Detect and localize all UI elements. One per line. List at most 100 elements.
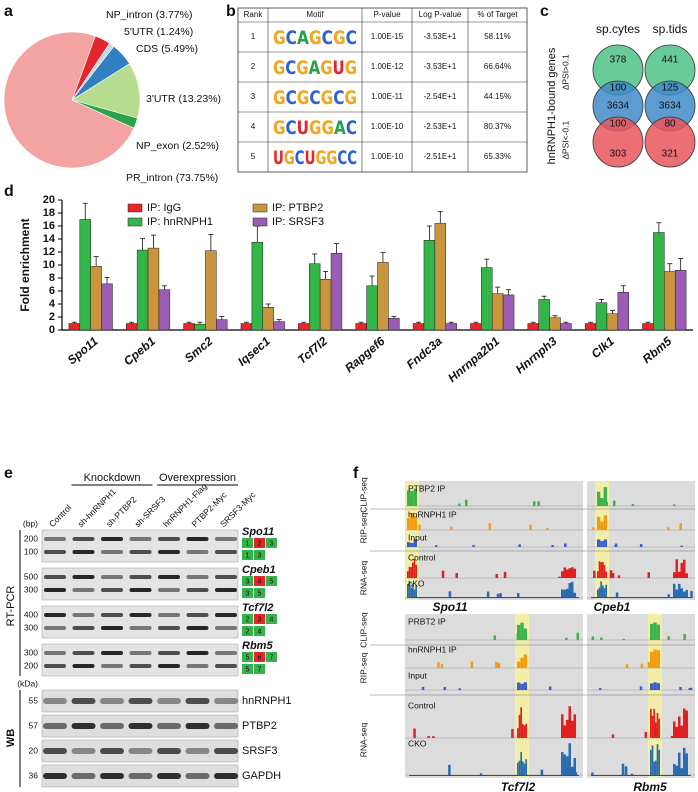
track-peak — [603, 588, 606, 598]
legend-label: IP: IgG — [147, 202, 181, 214]
gel-band — [101, 626, 123, 630]
wb-label: WB — [5, 729, 17, 747]
bar — [388, 318, 400, 331]
gene-label: Rbm5 — [242, 640, 273, 652]
pie-category: 3'UTR — [146, 93, 176, 105]
motif-letter: U — [297, 117, 309, 139]
bar — [158, 289, 171, 331]
motif-letter: G — [273, 87, 286, 109]
track-peak — [603, 487, 607, 506]
venn-count: 125 — [662, 83, 679, 94]
gel-band — [215, 550, 237, 554]
track-signal — [576, 632, 580, 640]
track-peak — [571, 766, 574, 775]
gel-band — [72, 588, 95, 592]
track-peak — [600, 581, 602, 598]
blot-band — [71, 748, 96, 754]
track-signal — [537, 501, 540, 506]
track-signal — [690, 590, 693, 598]
track-gene: Spo11 — [432, 600, 467, 614]
track-peak — [407, 490, 411, 506]
track-peak — [518, 714, 521, 738]
gene-model — [591, 597, 691, 598]
assay-label: RIP-seq — [358, 512, 368, 543]
exon-label: 5 — [246, 654, 250, 661]
highlight — [595, 481, 609, 600]
track-signal — [495, 574, 498, 578]
exon-label: 3 — [258, 616, 262, 623]
motif-letter: C — [286, 27, 297, 49]
error-bar — [161, 285, 167, 290]
motif-letter: G — [326, 147, 337, 169]
gel-band — [186, 613, 209, 617]
pie-label: CDS (5.49%) — [136, 43, 198, 55]
track-peak — [407, 542, 411, 547]
assay-label: RNA-seq — [358, 560, 368, 595]
blot-band — [43, 773, 67, 779]
bar — [194, 323, 206, 331]
panel-label: d — [4, 183, 14, 200]
track-peak — [561, 714, 564, 738]
gel-band — [215, 613, 237, 617]
table-cell: 44.15% — [484, 92, 511, 101]
marker-label: 200 — [24, 660, 38, 670]
track-signal — [613, 500, 616, 506]
exon-label: 4 — [270, 616, 274, 623]
motif-letter: G — [273, 117, 286, 139]
track-peak — [680, 768, 683, 775]
error-bar — [71, 321, 77, 324]
gel-band — [186, 575, 209, 579]
track-peak — [568, 706, 571, 738]
legend-label: IP: SRSF3 — [272, 216, 324, 228]
track-peak — [602, 585, 604, 598]
track-signal — [497, 663, 501, 668]
error-bar — [599, 299, 605, 303]
table-frame — [237, 7, 528, 173]
blot-band — [157, 723, 181, 729]
track-signal — [647, 661, 651, 668]
track-signal — [672, 504, 676, 506]
gel-band — [186, 537, 209, 541]
bar — [595, 302, 608, 331]
error-bar — [416, 321, 422, 324]
venn-title: sp.tids — [653, 22, 688, 36]
gel-band — [72, 626, 95, 630]
track-peak — [566, 756, 569, 775]
exon-label: 3 — [246, 590, 250, 597]
gel-band — [101, 550, 123, 554]
motif-letter: C — [285, 57, 296, 79]
track-peak — [651, 745, 654, 775]
rtpcr-label: RT-PCR — [5, 586, 17, 627]
x-tick-label: Iqsec1 — [235, 334, 273, 369]
pie-value-label: (73.75%) — [176, 172, 219, 184]
track-peak — [685, 710, 688, 738]
error-bar — [448, 321, 454, 324]
gel-band — [186, 588, 209, 592]
venn-row-label: ∆PSI>0.1 — [560, 54, 570, 90]
track-signal — [600, 637, 603, 640]
track-signal — [630, 773, 634, 775]
track-signal — [551, 545, 554, 547]
marker-label: 200 — [24, 533, 38, 543]
track-peak — [683, 747, 686, 775]
track-signal — [516, 593, 520, 598]
track-peak — [656, 744, 659, 775]
track-signal — [479, 773, 483, 775]
y-tick-label: 10 — [43, 259, 55, 271]
track-signal — [418, 524, 421, 530]
protein-label: PTBP2 — [242, 720, 277, 732]
blot-band — [214, 773, 238, 779]
error-bar — [552, 315, 558, 318]
error-bar — [312, 253, 318, 264]
error-bar — [93, 256, 99, 267]
track-peak — [650, 749, 652, 775]
exon-box — [254, 652, 265, 662]
track-peak — [523, 628, 527, 640]
error-bar — [150, 234, 156, 249]
track-peak — [600, 541, 604, 547]
exon-label: 2 — [258, 540, 262, 547]
gel-band — [215, 537, 237, 541]
track-label: hnRNPH1 IP — [408, 644, 457, 654]
track-peak — [658, 749, 660, 775]
exon-box — [254, 614, 265, 624]
